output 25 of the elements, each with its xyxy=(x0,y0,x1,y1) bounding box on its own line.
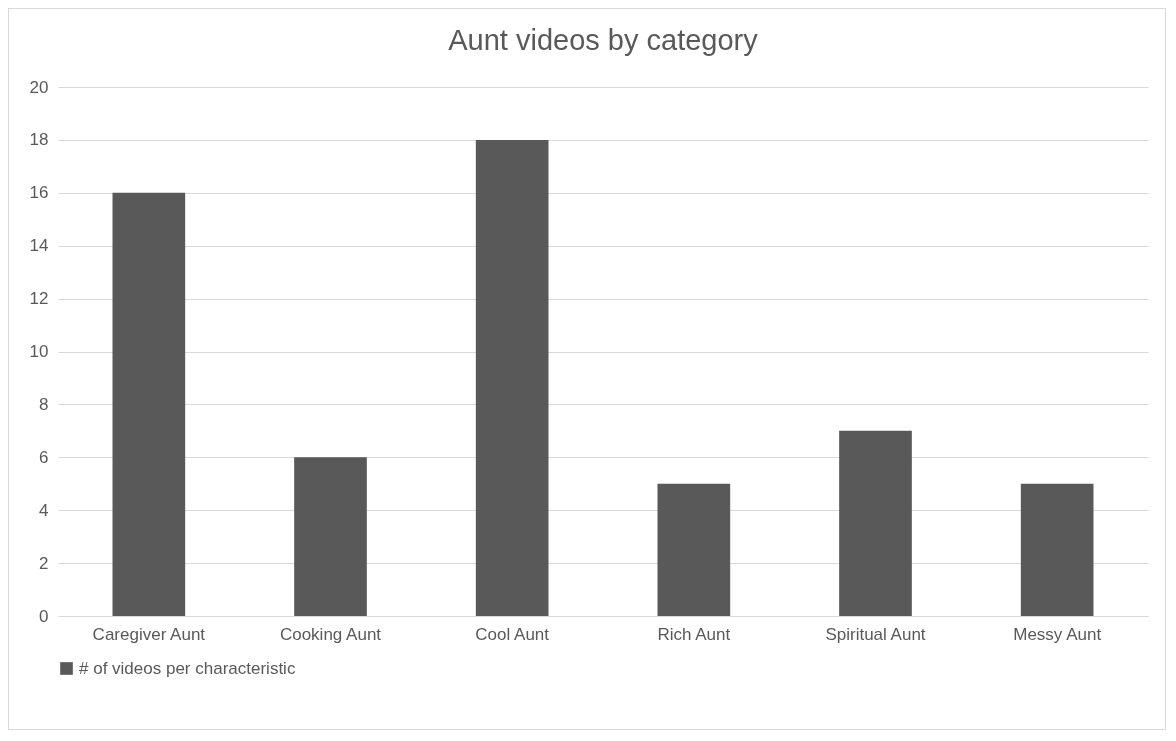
x-tick-label: Spiritual Aunt xyxy=(825,624,926,644)
bar xyxy=(294,457,367,616)
x-tick-label: Cool Aunt xyxy=(475,624,550,644)
x-tick-label: Caregiver Aunt xyxy=(92,624,206,644)
y-tick-label: 14 xyxy=(29,236,49,256)
y-tick-label: 10 xyxy=(29,342,49,361)
y-tick-label: 0 xyxy=(39,606,49,626)
y-tick-label: 18 xyxy=(29,130,49,150)
y-tick-label: 8 xyxy=(39,394,49,414)
bar xyxy=(839,430,912,616)
x-tick-label: Messy Aunt xyxy=(1013,624,1102,644)
y-tick-label: 4 xyxy=(39,500,49,520)
y-tick-label: 6 xyxy=(39,447,49,467)
y-tick-label: 20 xyxy=(29,77,49,97)
legend-label: # of videos per characteristic xyxy=(79,658,296,678)
bar xyxy=(1020,483,1094,616)
x-tick-label: Rich Aunt xyxy=(657,624,731,644)
bar xyxy=(112,192,186,616)
x-tick-label: Cooking Aunt xyxy=(279,624,382,644)
bar xyxy=(657,483,731,616)
chart-title: Aunt videos by category xyxy=(448,24,759,56)
y-tick-label: 16 xyxy=(29,183,49,203)
y-tick-label: 12 xyxy=(29,289,49,309)
bar xyxy=(475,139,549,616)
y-tick-label: 2 xyxy=(39,553,49,573)
